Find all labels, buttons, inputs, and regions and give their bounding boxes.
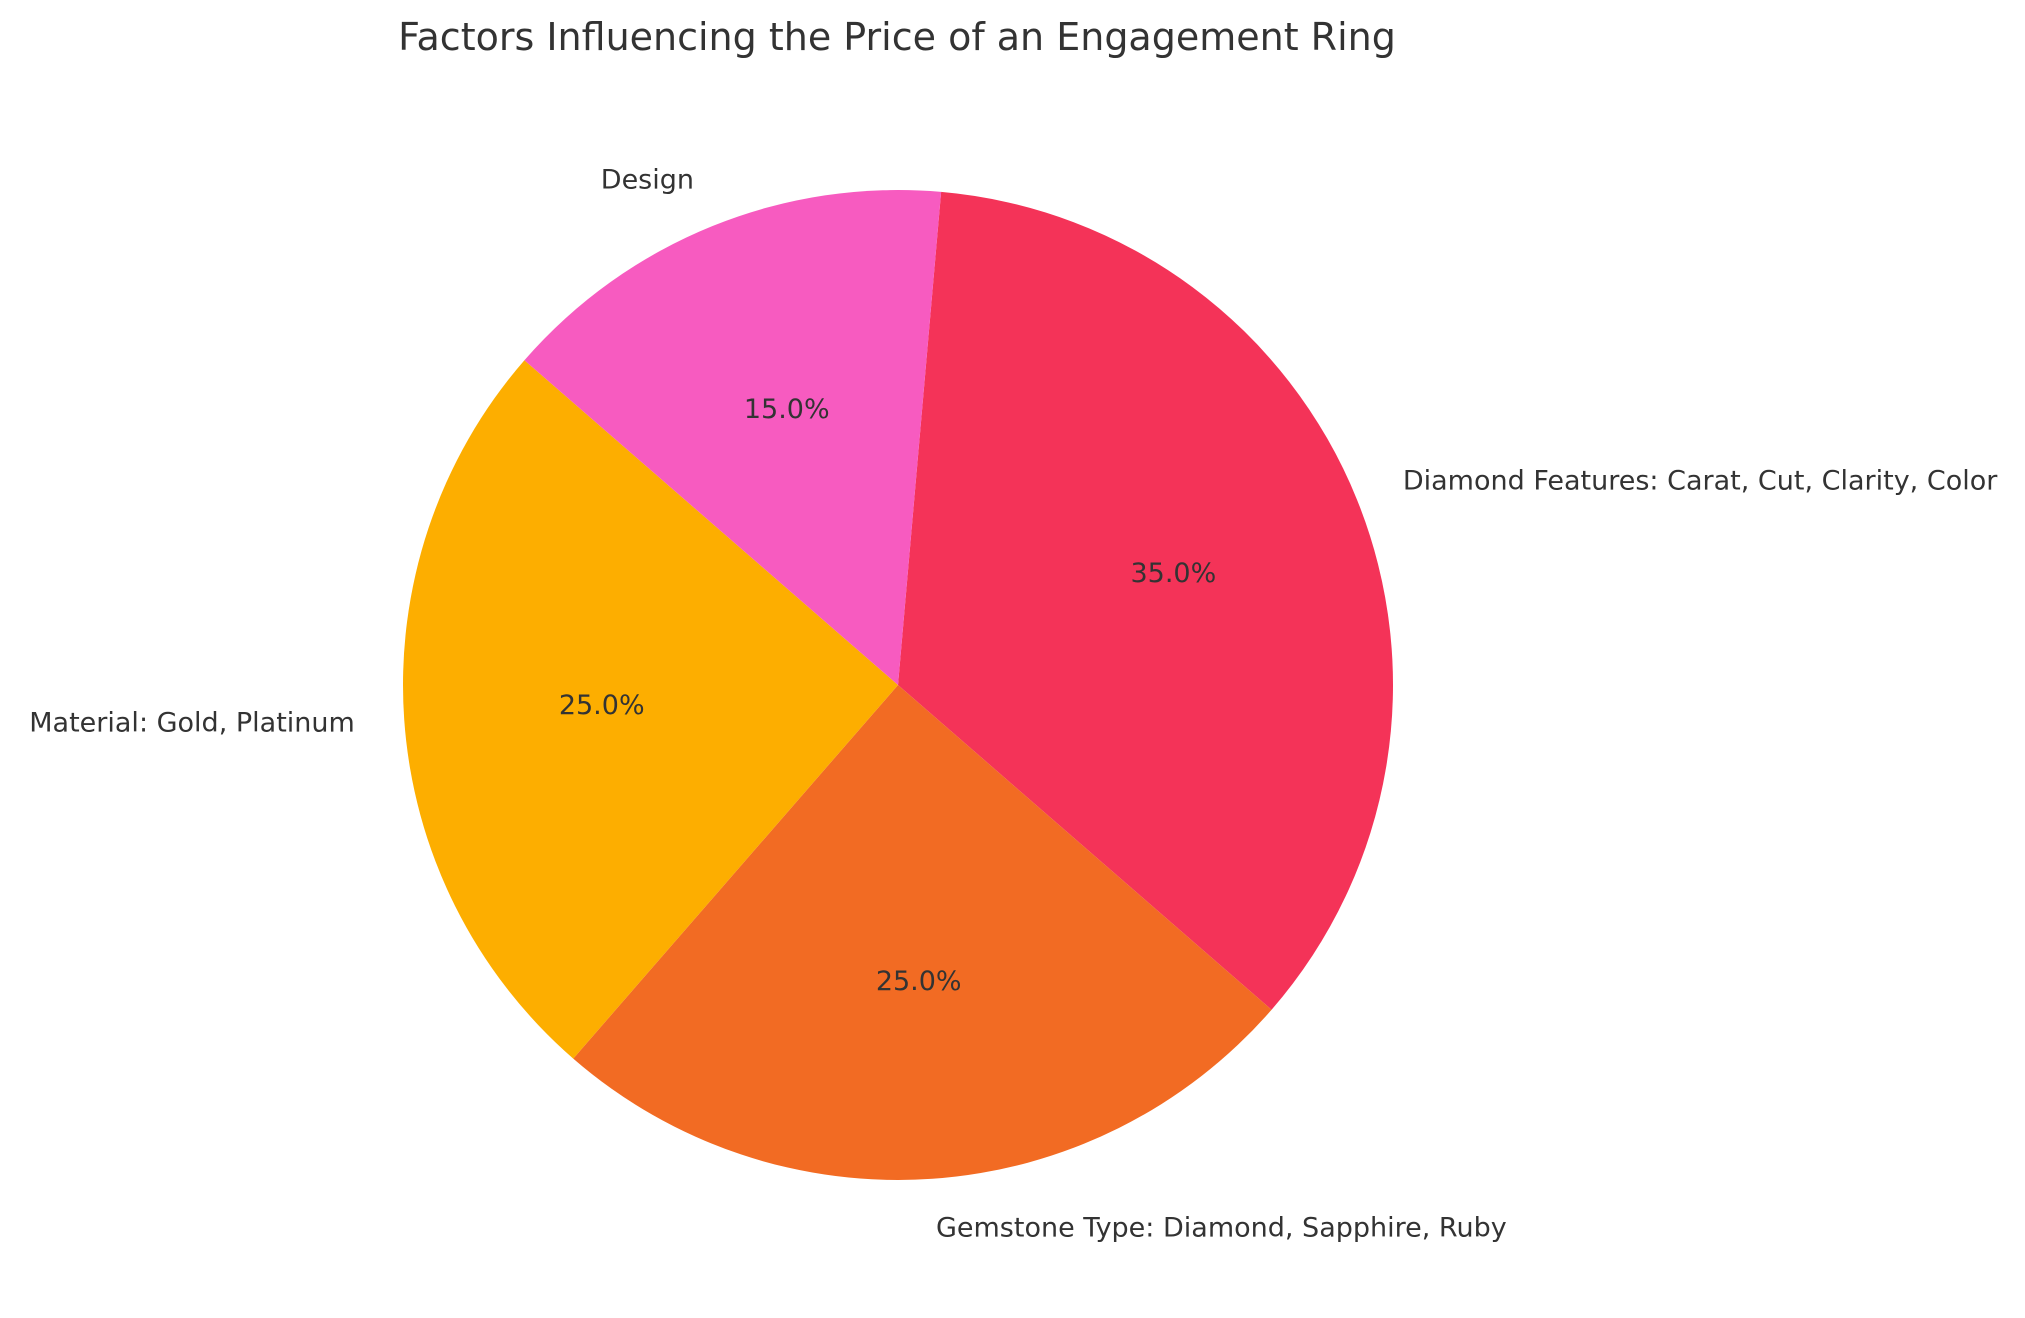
pie-slices <box>403 190 1394 1181</box>
category-label-diamond-features: Diamond Features: Carat, Cut, Clarity, C… <box>1403 466 1998 497</box>
percent-label-gemstone-type: 25.0% <box>876 966 962 997</box>
percent-labels: 35.0% 25.0% 25.0% 15.0% <box>559 394 1216 997</box>
pie-slice-design <box>524 190 942 686</box>
category-labels: Diamond Features: Carat, Cut, Clarity, C… <box>29 165 1998 1244</box>
pie-slice-material <box>403 360 898 1059</box>
percent-label-design: 15.0% <box>744 394 830 425</box>
percent-label-material: 25.0% <box>559 690 645 721</box>
category-label-gemstone-type: Gemstone Type: Diamond, Sapphire, Ruby <box>936 1213 1507 1244</box>
pie-slice-gemstone-type <box>573 685 1272 1181</box>
pie-slice-diamond-features <box>898 191 1394 1010</box>
chart-title: Factors Influencing the Price of an Enga… <box>398 15 1396 59</box>
percent-label-diamond-features: 35.0% <box>1130 558 1216 589</box>
category-label-material: Material: Gold, Platinum <box>29 707 355 738</box>
category-label-design: Design <box>601 165 694 196</box>
